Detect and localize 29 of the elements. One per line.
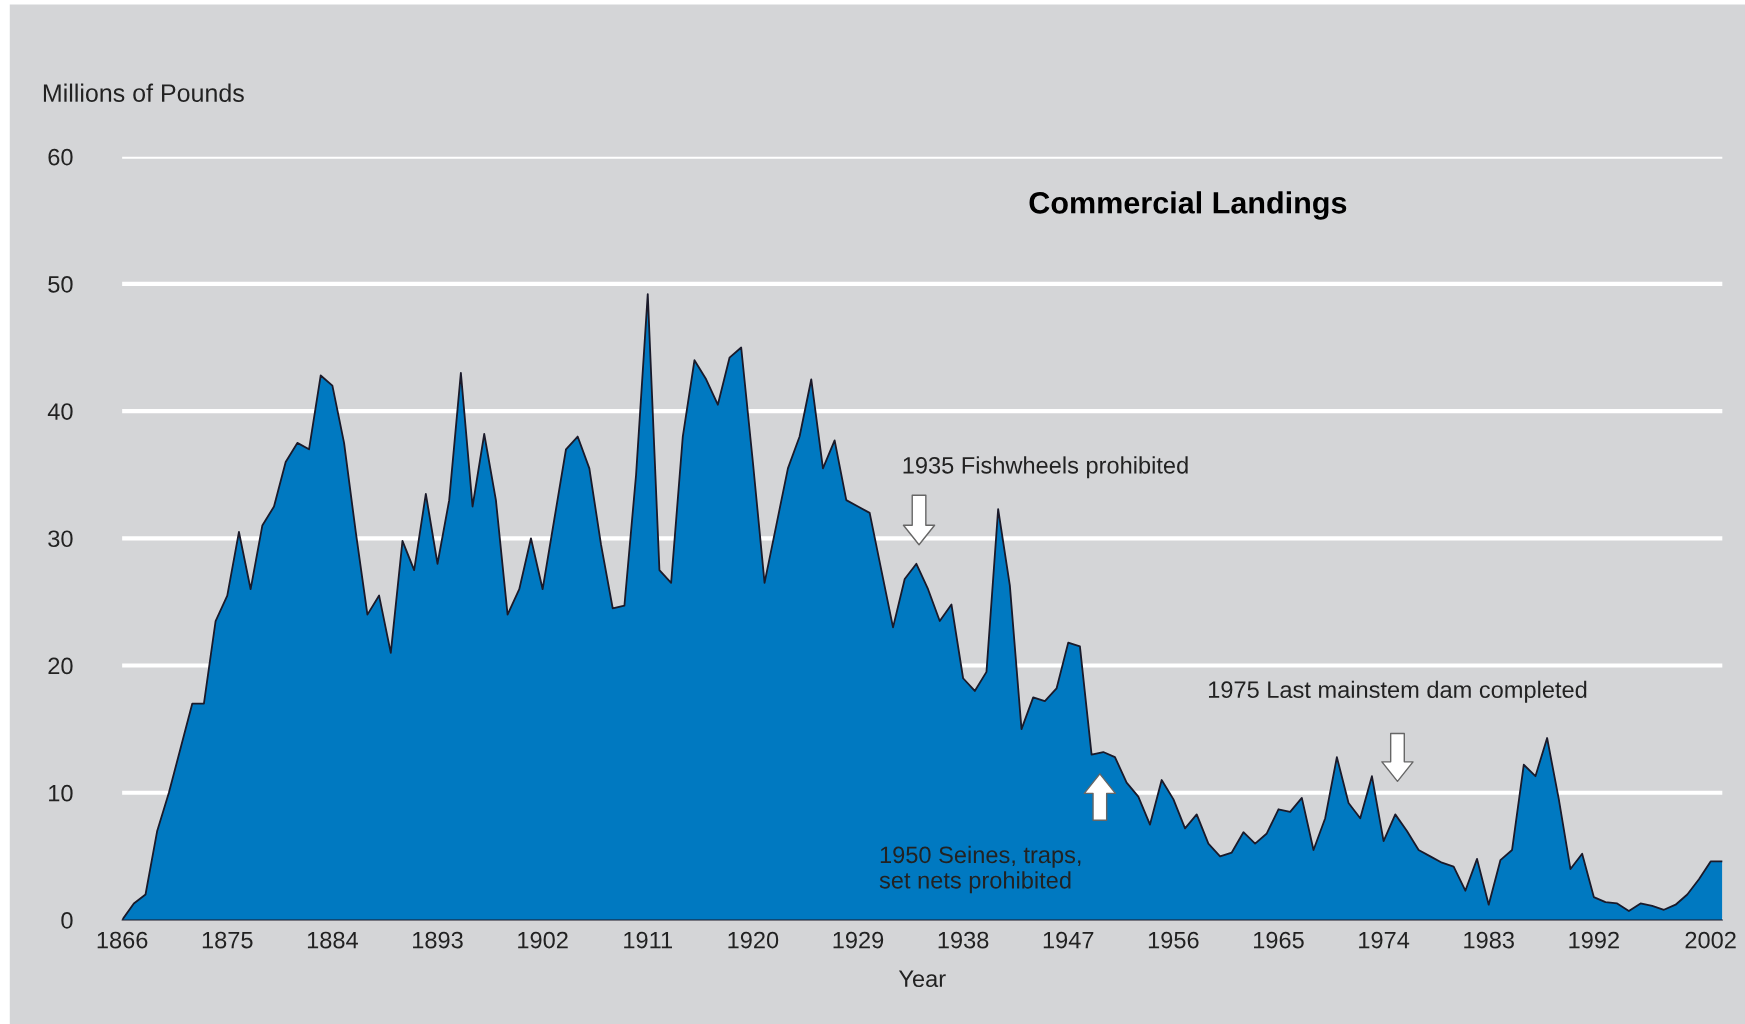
text: Commercial Landings — [1029, 191, 1347, 220]
annotation: 1975 Last mainstem dam completed — [1208, 680, 1587, 703]
y-tick-label: 40 — [47, 403, 73, 420]
x-tick-label: 1956 — [1148, 931, 1199, 949]
y-axis-title: Millions of Pounds — [43, 83, 244, 102]
x-tick-label: 1884 — [307, 931, 358, 949]
annotation: 1935 Fishwheels prohibited — [903, 456, 1188, 479]
x-tick-label: 1938 — [938, 931, 989, 949]
x-tick-label: 1947 — [1043, 931, 1094, 949]
y-tick-label: 20 — [48, 657, 73, 675]
x-axis-title: Year — [898, 970, 946, 988]
y-tick-label: 0 — [61, 912, 73, 929]
y-tick-label: 60 — [48, 148, 73, 166]
x-tick-label: 1920 — [728, 931, 779, 949]
x-tick-label: 1983 — [1464, 931, 1514, 949]
x-tick-label: 1911 — [624, 931, 672, 949]
x-tick-label: 1974 — [1359, 931, 1410, 949]
annotation: 1950 Seines, traps, set nets prohibited — [879, 845, 1081, 894]
x-tick-label: 2002 — [1685, 931, 1736, 949]
y-tick-label: 50 — [48, 275, 73, 293]
x-tick-label: 1902 — [518, 931, 568, 949]
x-tick-label: 1992 — [1569, 931, 1619, 949]
y-tick-label: 10 — [49, 784, 73, 802]
x-tick-label: 1929 — [833, 931, 884, 949]
x-tick-label: 1875 — [202, 931, 253, 949]
x-tick-label: 1866 — [97, 931, 148, 949]
y-tick-label: 30 — [48, 530, 73, 548]
x-tick-label: 1965 — [1254, 931, 1304, 949]
x-tick-label: 1893 — [413, 931, 463, 949]
